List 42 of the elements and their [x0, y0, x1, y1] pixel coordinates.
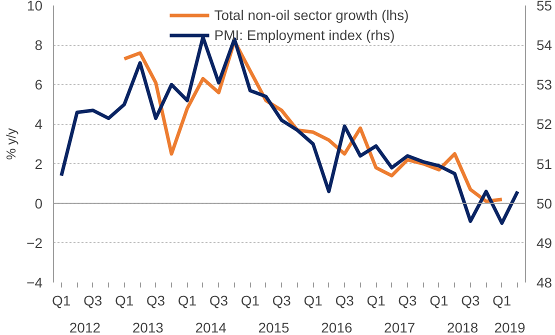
y-tick-label: 0	[34, 195, 43, 212]
x-tick-label: Q1	[178, 292, 197, 308]
x-tick-label: Q3	[398, 292, 418, 308]
y-tick-label: 8	[34, 37, 43, 54]
y2-tick-label: 53	[536, 76, 552, 93]
y-tick-label: 2	[34, 156, 43, 172]
x-tick-label: Q1	[52, 292, 71, 308]
x-tick-label: Q3	[209, 292, 228, 308]
y-tick-label: −2	[26, 234, 43, 251]
y2-tick-label: 51	[536, 156, 552, 172]
text: 2014	[195, 320, 227, 335]
x-tick-label: Q3	[335, 292, 354, 308]
text: 2017	[384, 320, 416, 335]
x-tick-label: Q1	[304, 292, 323, 308]
y2-tick-label: 55	[536, 0, 552, 14]
y2-tick-label: 48	[536, 274, 552, 290]
x-tick-label: Q1	[114, 292, 134, 308]
x-tick-label: Q3	[272, 292, 292, 308]
x-tick-label: Q1	[366, 292, 386, 308]
legend-label: Total non-oil sector growth (lhs)	[214, 7, 409, 23]
y2-tick-label: 54	[536, 37, 552, 54]
y-tick-label: 4	[34, 116, 43, 132]
text: 2015	[258, 320, 290, 335]
text: 2013	[132, 320, 164, 335]
text: 2016	[321, 320, 352, 335]
y-tick-label: 10	[26, 0, 43, 14]
text: 2019	[494, 320, 526, 335]
x-tick-label: Q3	[146, 292, 166, 308]
x-tick-label: Q3	[461, 292, 480, 308]
x-tick-label: Q3	[83, 292, 102, 308]
y-axis-title: % y/y	[4, 128, 19, 160]
y2-tick-label: 50	[536, 195, 552, 212]
text: 2018	[446, 320, 478, 335]
y2-tick-label: 49	[536, 234, 552, 251]
x-tick-label: Q1	[430, 292, 449, 308]
y2-tick-label: 52	[536, 116, 552, 132]
y-tick-label: −4	[26, 274, 43, 290]
legend-label: PMI: Employment index (rhs)	[214, 27, 395, 43]
x-tick-label: Q1	[492, 292, 512, 308]
y-tick-label: 6	[34, 76, 43, 93]
x-tick-label: Q1	[240, 292, 260, 308]
text: 2012	[69, 320, 101, 335]
